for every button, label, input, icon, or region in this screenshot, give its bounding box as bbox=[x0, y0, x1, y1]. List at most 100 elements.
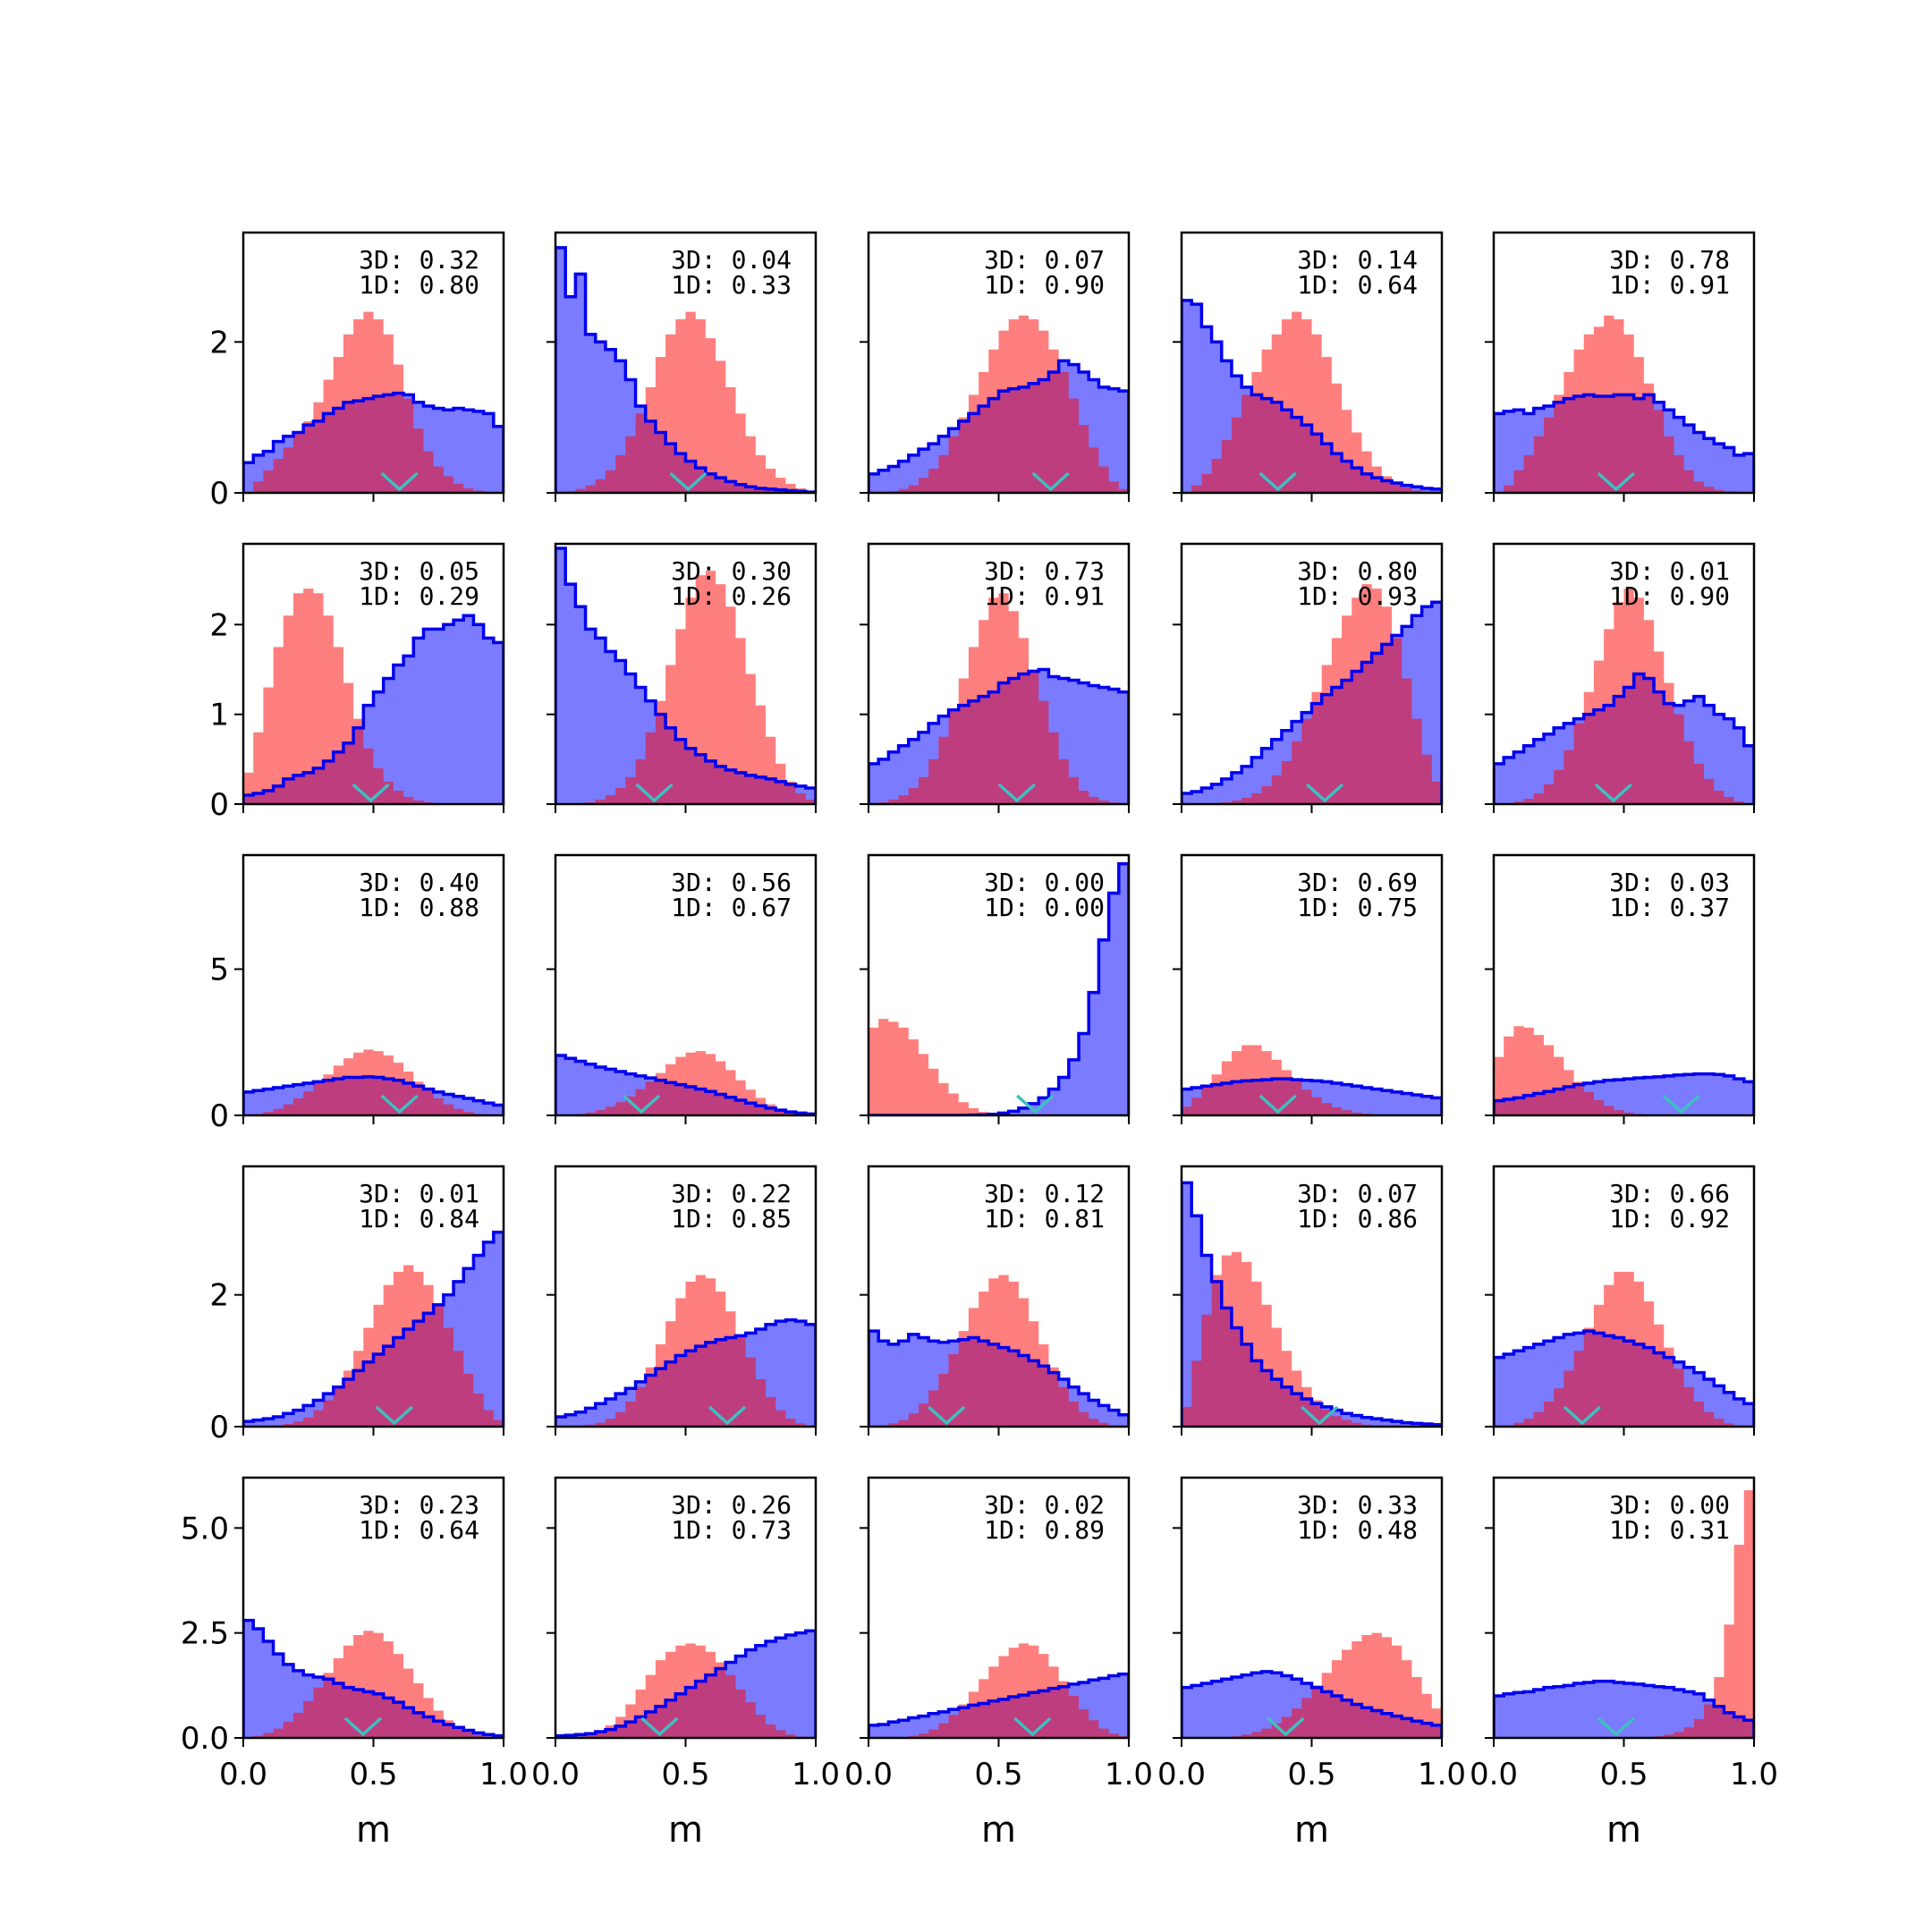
histogram-3d-outline bbox=[1182, 1181, 1442, 1427]
panel-data bbox=[1182, 1181, 1442, 1427]
histogram-3d bbox=[555, 548, 816, 804]
histogram-3d-outline bbox=[1494, 1329, 1754, 1427]
panel-data bbox=[1494, 1271, 1754, 1427]
annotation-1d: 1D: 0.64 bbox=[359, 1515, 479, 1545]
y-tick-label: 5.0 bbox=[181, 1511, 229, 1546]
annotation-1d: 1D: 0.84 bbox=[359, 1204, 479, 1233]
x-tick-label: 0.0 bbox=[844, 1757, 893, 1792]
histogram-1d bbox=[869, 1019, 1129, 1115]
annotation-1d: 1D: 0.92 bbox=[1609, 1204, 1730, 1233]
histogram-3d bbox=[243, 615, 504, 804]
histogram-3d-outline bbox=[243, 1230, 504, 1427]
histogram-3d-outline bbox=[869, 1329, 1129, 1427]
y-tick-label: 0 bbox=[209, 1410, 229, 1445]
annotation-1d: 1D: 0.85 bbox=[671, 1204, 792, 1233]
annotation-3d: 3D: 0.66 bbox=[1609, 1179, 1730, 1208]
x-tick-label: 1.0 bbox=[1418, 1757, 1466, 1792]
histogram-1d bbox=[869, 593, 1129, 804]
marker-icon bbox=[1013, 1716, 1052, 1737]
panel-data bbox=[1494, 589, 1754, 804]
histogram-1d bbox=[869, 1275, 1129, 1427]
panel-data bbox=[1182, 1045, 1442, 1115]
marker-icon bbox=[708, 1405, 747, 1426]
histogram-3d-outline bbox=[1182, 1670, 1442, 1738]
marker-icon bbox=[1016, 1094, 1055, 1114]
histogram-3d-outline bbox=[555, 547, 816, 804]
histogram-3d-outline bbox=[1494, 672, 1754, 804]
histogram-3d-outline bbox=[1494, 1679, 1754, 1738]
marker-icon bbox=[380, 471, 419, 492]
histogram-1d bbox=[1182, 1251, 1442, 1427]
histogram-1d bbox=[243, 1049, 504, 1115]
y-tick-label: 2 bbox=[209, 607, 229, 643]
annotation-3d: 3D: 0.12 bbox=[984, 1179, 1105, 1208]
histogram-1d bbox=[1494, 1026, 1754, 1115]
marker-icon bbox=[635, 783, 674, 803]
histogram-3d bbox=[555, 247, 816, 493]
marker-icon bbox=[1031, 471, 1070, 492]
x-tick-label: 1.0 bbox=[1730, 1757, 1778, 1792]
annotation-3d: 3D: 0.07 bbox=[984, 245, 1105, 275]
annotation-3d: 3D: 0.22 bbox=[671, 1179, 792, 1208]
histogram-1d bbox=[555, 571, 816, 804]
annotation-3d: 3D: 0.69 bbox=[1297, 868, 1418, 897]
histogram-3d-outline bbox=[555, 1054, 816, 1115]
histogram-3d-outline bbox=[1182, 299, 1442, 493]
histogram-3d-outline bbox=[243, 391, 504, 493]
x-tick-label: 0.5 bbox=[349, 1757, 397, 1792]
annotation-3d: 3D: 0.30 bbox=[671, 556, 792, 586]
annotation-3d: 3D: 0.07 bbox=[1297, 1179, 1418, 1208]
panel-data bbox=[869, 1275, 1129, 1427]
marker-icon bbox=[1662, 1094, 1700, 1114]
x-tick-label: 0.0 bbox=[1157, 1757, 1206, 1792]
y-tick-label: 1 bbox=[209, 698, 229, 733]
annotation-1d: 1D: 0.64 bbox=[1297, 270, 1418, 300]
marker-icon bbox=[640, 1716, 679, 1737]
x-tick-label: 1.0 bbox=[792, 1757, 840, 1792]
panel-data bbox=[1494, 315, 1754, 493]
panel-data bbox=[1494, 1026, 1754, 1115]
histogram-3d-outline bbox=[243, 1618, 504, 1738]
marker-icon bbox=[669, 471, 708, 492]
panel-data bbox=[555, 246, 816, 493]
marker-icon bbox=[375, 1405, 413, 1426]
marker-icon bbox=[1597, 1716, 1635, 1737]
annotation-3d: 3D: 0.26 bbox=[671, 1490, 792, 1520]
marker-icon bbox=[622, 1094, 661, 1114]
y-tick-label: 0 bbox=[209, 1098, 229, 1134]
histogram-3d-outline bbox=[243, 614, 504, 804]
annotation-3d: 3D: 0.33 bbox=[1297, 1490, 1418, 1520]
x-axis-label: m bbox=[356, 1809, 391, 1851]
histogram-1d bbox=[1182, 311, 1442, 493]
marker-icon bbox=[1301, 1405, 1339, 1426]
histogram-3d bbox=[1494, 1681, 1754, 1738]
annotation-1d: 1D: 0.00 bbox=[984, 893, 1105, 922]
panel-data bbox=[555, 1275, 816, 1427]
x-tick-label: 0.5 bbox=[974, 1757, 1022, 1792]
x-axis-label: m bbox=[1606, 1809, 1641, 1851]
histogram-3d-outline bbox=[555, 246, 816, 493]
marker-icon bbox=[1267, 1716, 1305, 1737]
annotation-1d: 1D: 0.89 bbox=[984, 1515, 1105, 1545]
panel-data bbox=[869, 862, 1129, 1115]
y-tick-label: 2 bbox=[209, 325, 229, 360]
annotation-3d: 3D: 0.14 bbox=[1297, 245, 1418, 275]
histogram-1d bbox=[555, 311, 816, 493]
panel-data bbox=[243, 1049, 504, 1115]
y-tick-label: 2 bbox=[209, 1278, 229, 1314]
y-tick-label: 0.0 bbox=[181, 1721, 229, 1757]
